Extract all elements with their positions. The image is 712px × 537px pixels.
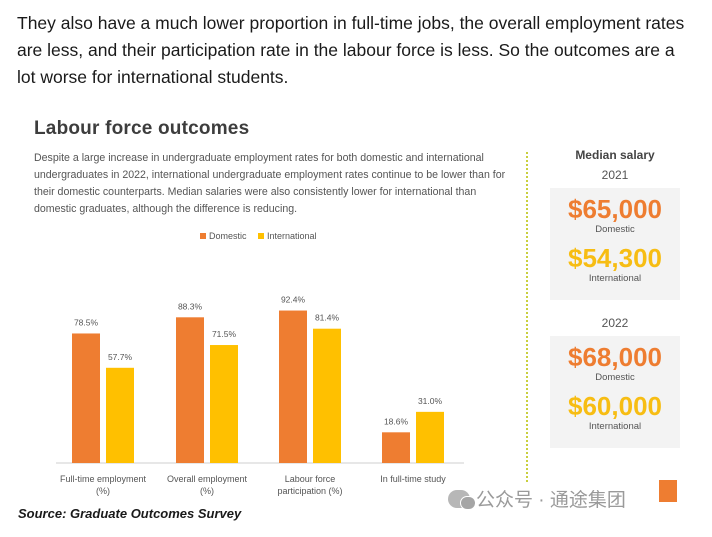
slide-image: Labour force outcomes Despite a large in… <box>20 112 690 502</box>
watermark: 公众号 · 通途集团 <box>448 485 626 512</box>
category-label-1: Overall employment <box>167 474 248 484</box>
data-label-international-1: 71.5% <box>212 329 237 339</box>
category-label-2-line2: participation (%) <box>277 486 342 496</box>
source-caption: Source: Graduate Outcomes Survey <box>18 506 242 521</box>
slide-title: Labour force outcomes <box>34 118 250 139</box>
salary-year-2021: 2021 <box>601 168 629 182</box>
category-label-2: Labour force <box>285 474 336 484</box>
salary-box-2022: $68,000 Domestic $60,000 International <box>550 336 680 448</box>
chat-bubble-icon <box>448 489 476 510</box>
dotted-divider <box>526 152 528 482</box>
data-label-domestic-2: 92.4% <box>281 295 306 305</box>
legend-swatch-international <box>258 233 264 239</box>
intro-paragraph: They also have a much lower proportion i… <box>17 13 685 87</box>
legend-label-domestic: Domestic <box>209 231 247 241</box>
data-label-domestic-3: 18.6% <box>384 416 409 426</box>
median-salary-panel: Median salary 2021 $65,000 Domestic $54,… <box>550 148 680 448</box>
data-label-international-2: 81.4% <box>315 313 340 323</box>
international-salary-2021: $54,300 <box>568 243 662 273</box>
category-label-0-line2: (%) <box>96 486 110 496</box>
domestic-salary-2022: $68,000 <box>568 342 662 372</box>
international-label-2021: International <box>588 273 642 284</box>
slide-description: Despite a large increase in undergraduat… <box>34 152 506 215</box>
domestic-salary-2021: $65,000 <box>568 194 662 224</box>
bar-international-0 <box>106 367 134 463</box>
salary-year-2022: 2022 <box>601 316 629 330</box>
salary-box-2021: $65,000 Domestic $54,300 International <box>550 188 680 300</box>
median-salary-heading: Median salary <box>575 148 655 162</box>
bar-international-3 <box>416 411 444 463</box>
legend-label-international: International <box>267 231 317 241</box>
bar-international-1 <box>210 345 238 463</box>
international-label-2022: International <box>588 421 642 432</box>
bar-international-2 <box>313 328 341 463</box>
bar-domestic-1 <box>176 317 204 463</box>
data-label-international-3: 31.0% <box>418 396 443 406</box>
data-label-domestic-0: 78.5% <box>74 317 99 327</box>
domestic-label-2022: Domestic <box>595 372 635 383</box>
watermark-text: 公众号 · 通途集团 <box>476 490 626 511</box>
orange-corner-square <box>659 480 677 502</box>
bar-domestic-0 <box>72 333 100 463</box>
data-label-international-0: 57.7% <box>108 352 133 362</box>
category-label-0: Full-time employment <box>60 474 147 484</box>
data-label-domestic-1: 88.3% <box>178 301 203 311</box>
bar-domestic-3 <box>382 432 410 463</box>
international-salary-2022: $60,000 <box>568 391 662 421</box>
domestic-label-2021: Domestic <box>595 224 635 235</box>
bar-chart: Domestic International 78.5% 57.7% Full-time… <box>56 231 464 496</box>
category-label-1-line2: (%) <box>200 486 214 496</box>
bar-domestic-2 <box>279 310 307 463</box>
category-label-3: In full-time study <box>380 474 446 484</box>
legend-swatch-domestic <box>200 233 206 239</box>
